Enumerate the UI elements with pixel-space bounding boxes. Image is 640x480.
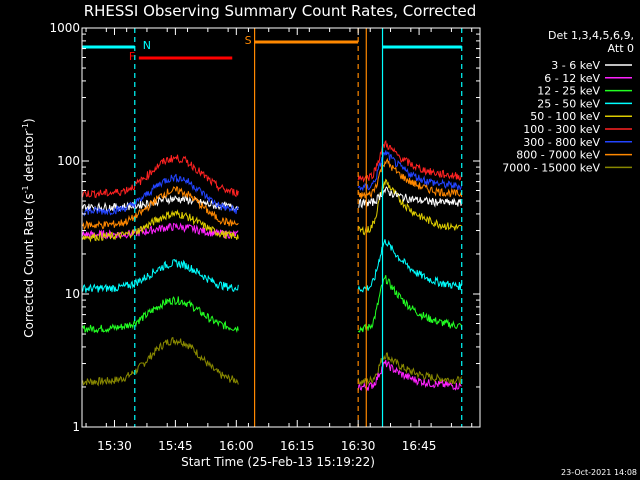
data-layer	[82, 139, 463, 392]
x-axis: 15:30 15:45 16:00 16:15 16:30 16:45	[85, 28, 473, 453]
series-line-3-seg2	[357, 239, 463, 293]
series-line-6-seg1	[82, 173, 239, 217]
legend-entry-label: 100 - 300 keV	[523, 123, 600, 136]
series-line-0-seg2	[358, 186, 463, 209]
series-line-2-seg1	[82, 296, 239, 334]
series-line-5-seg1	[82, 154, 239, 199]
legend-entry-label: 50 - 100 keV	[530, 110, 600, 123]
x-tick-label: 16:15	[280, 439, 315, 453]
legend-header-line1: Det 1,3,4,5,6,9,	[548, 29, 634, 42]
legend-entry-label: 25 - 50 keV	[537, 97, 600, 110]
y-tick-label: 100	[57, 154, 80, 168]
series-line-1-seg2	[357, 359, 462, 392]
x-tick-label: 16:30	[341, 439, 376, 453]
series-line-0-seg1	[82, 194, 239, 212]
x-tick-label: 15:45	[158, 439, 193, 453]
series-line-8-seg2	[357, 352, 463, 387]
series-line-4-seg1	[82, 209, 239, 243]
plot-frame	[81, 27, 481, 428]
legend-entry-label: 6 - 12 keV	[544, 72, 600, 85]
series-line-8-seg1	[82, 336, 239, 387]
flag-label-S: S	[245, 34, 252, 47]
x-axis-label: Start Time (25-Feb-13 15:19:22)	[181, 455, 375, 469]
legend-entry-label: 12 - 25 keV	[537, 85, 600, 98]
flag-label-N: N	[143, 39, 151, 52]
series-line-6-seg2	[357, 150, 463, 192]
legend-header-line2: Att 0	[608, 42, 634, 55]
series-line-2-seg2	[357, 275, 463, 333]
chart-title: RHESSI Observing Summary Count Rates, Co…	[84, 2, 477, 20]
legend-entry-label: 800 - 7000 keV	[516, 149, 600, 162]
y-tick-label: 1	[72, 420, 80, 434]
legend-entry-label: 7000 - 15000 keV	[502, 161, 600, 174]
series-line-7-seg2	[357, 157, 463, 199]
x-tick-label: 16:45	[402, 439, 437, 453]
x-tick-label: 15:30	[97, 439, 132, 453]
legend-entry-label: 3 - 6 keV	[551, 59, 600, 72]
plot-area: NF S	[81, 27, 481, 428]
series-line-1-seg1	[82, 222, 239, 240]
footer-date: 23-Oct-2021 14:08	[561, 468, 637, 477]
legend-entry-label: 300 - 800 keV	[523, 136, 600, 149]
series-line-4-seg2	[357, 178, 462, 236]
flag-label-F: F	[129, 50, 135, 63]
series-line-7-seg1	[82, 186, 239, 231]
y-tick-label: 1000	[49, 21, 80, 35]
y-axis-label: Corrected Count Rate (s-1 detector-1)	[21, 118, 36, 337]
x-tick-label: 16:00	[219, 439, 254, 453]
y-axis: 1 10 100 1000	[49, 21, 480, 434]
flag-layer: NF S	[82, 34, 462, 63]
series-line-5-seg2	[357, 139, 463, 183]
series-line-3-seg1	[82, 259, 239, 293]
y-tick-label: 10	[65, 287, 80, 301]
marker-layer	[134, 28, 463, 427]
